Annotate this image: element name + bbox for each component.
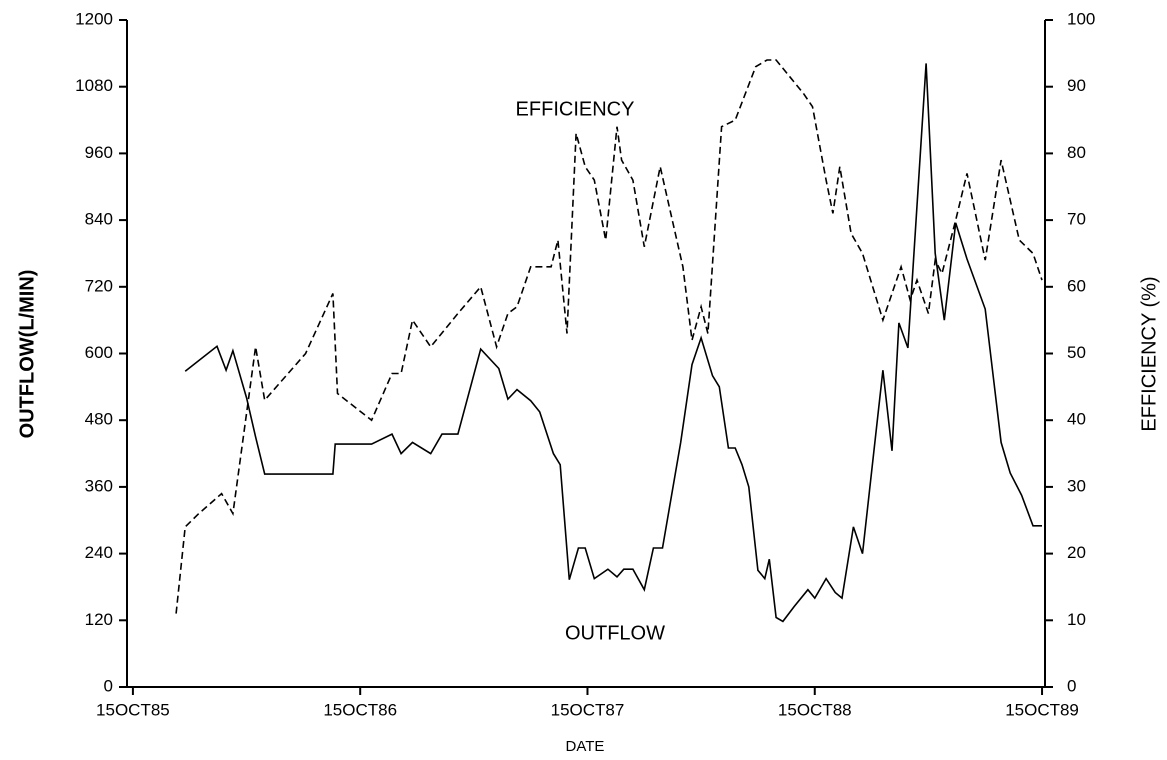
y-tick-label: 1080 [75,76,113,95]
y-tick-label: 0 [104,676,113,695]
y2-tick-label: 20 [1067,543,1086,562]
y-tick-label: 360 [85,476,113,495]
y-tick-label: 960 [85,143,113,162]
y2-tick-label: 50 [1067,343,1086,362]
y2-tick-label: 30 [1067,476,1086,495]
y-tick-label: 840 [85,210,113,229]
line-series [175,59,1043,614]
y-tick-label: 240 [85,543,113,562]
annotation: EFFICIENCY [516,98,635,120]
line-series [184,63,1042,623]
y2-tick-label: 90 [1067,76,1086,95]
x-tick-label: 15OCT85 [96,700,170,719]
y-tick-label: 1200 [75,9,113,28]
y-tick-label: 480 [85,410,113,429]
y2-tick-label: 80 [1067,143,1086,162]
x-tick-label: 15OCT87 [551,700,625,719]
y2-tick-label: 70 [1067,210,1086,229]
x-tick-label: 15OCT89 [1005,700,1079,719]
y2-tick-label: 60 [1067,276,1086,295]
y-axis-title: OUTFLOW(L/MIN) [16,270,38,439]
x-tick-label: 15OCT86 [323,700,397,719]
annotation: OUTFLOW [565,622,665,644]
y-tick-label: 600 [85,343,113,362]
y-tick-label: 120 [85,610,113,629]
y2-tick-label: 100 [1067,9,1095,28]
y2-tick-label: 0 [1067,676,1076,695]
y2-tick-label: 10 [1067,610,1086,629]
y2-tick-label: 40 [1067,410,1086,429]
y-tick-label: 720 [85,276,113,295]
x-tick-label: 15OCT88 [778,700,852,719]
x-axis-title: DATE [566,738,605,755]
y2-axis-title: EFFICIENCY (%) [1138,276,1160,431]
